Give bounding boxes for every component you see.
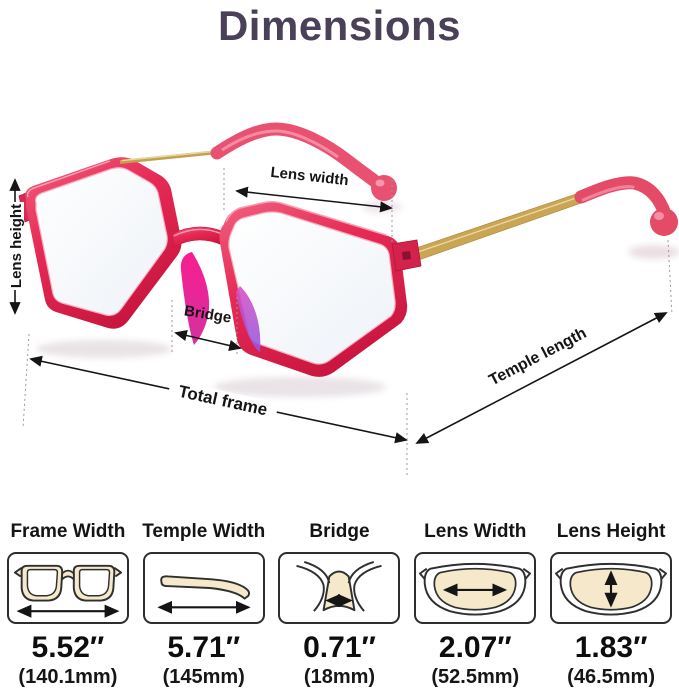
left-lens bbox=[35, 167, 168, 316]
lens-height-label: Lens height bbox=[8, 204, 25, 288]
spec-value-mm: (140.1mm) bbox=[18, 666, 118, 688]
spec-frame-width: Frame Width 5.52″ (140.1mm) bbox=[0, 521, 136, 689]
temple-length-annotation: Temple length bbox=[415, 312, 668, 444]
spec-label: Frame Width bbox=[10, 521, 126, 542]
glasses-dimensions-illustration: Lens height Lens width Bridge Total fram… bbox=[6, 122, 679, 477]
spec-value-inches: 1.83″ bbox=[574, 631, 648, 664]
spec-label: Temple Width bbox=[142, 521, 266, 542]
glasses-front-icon bbox=[13, 564, 122, 618]
spec-card bbox=[550, 552, 673, 624]
lens-height-annotation: Lens height bbox=[6, 178, 25, 315]
bridge-icon bbox=[296, 561, 383, 612]
spec-bridge: Bridge 0.71″ (18mm) bbox=[272, 521, 408, 689]
lens-width-label: Lens width bbox=[270, 164, 350, 189]
shadow bbox=[36, 340, 172, 358]
glasses-image bbox=[18, 122, 679, 397]
spec-card bbox=[278, 552, 401, 624]
spec-card bbox=[414, 552, 537, 624]
right-temple bbox=[412, 176, 678, 262]
spec-label: Lens Height bbox=[556, 521, 666, 542]
temple-tip-ball bbox=[371, 175, 397, 201]
spec-value-inches: 5.71″ bbox=[167, 631, 241, 664]
spec-value-mm: (18mm) bbox=[303, 666, 376, 688]
spec-cards-row: Frame Width 5.52″ (140.1mm) Temple Width bbox=[0, 521, 679, 689]
spec-label: Lens Width bbox=[424, 521, 527, 542]
spec-lens-height: Lens Height 1.83″ (46.5mm) bbox=[543, 521, 679, 689]
spec-value-inches: 5.52″ bbox=[31, 631, 105, 664]
temple-tip-ball bbox=[650, 208, 678, 236]
lens-width-icon bbox=[419, 562, 532, 616]
spec-value-mm: (52.5mm) bbox=[431, 666, 520, 688]
spec-temple-width: Temple Width 5.71″ (145mm) bbox=[136, 521, 272, 689]
spec-value-inches: 0.71″ bbox=[303, 631, 376, 664]
spec-value-inches: 2.07″ bbox=[438, 631, 512, 664]
spec-card bbox=[142, 552, 265, 624]
nose-pad-through-lens bbox=[236, 286, 261, 352]
bridge-annotation: Bridge bbox=[174, 302, 242, 352]
spec-value-mm: (145mm) bbox=[162, 666, 245, 688]
page-title: Dimensions bbox=[217, 2, 462, 49]
spec-card bbox=[6, 552, 129, 624]
lens-height-icon bbox=[555, 562, 668, 616]
spec-value-mm: (46.5mm) bbox=[567, 666, 655, 688]
total-frame-annotation: Total frame bbox=[29, 355, 408, 444]
nose-pad bbox=[180, 252, 210, 345]
spec-label: Bridge bbox=[309, 521, 370, 542]
temple-arm-icon bbox=[157, 575, 251, 614]
shadow bbox=[628, 245, 679, 259]
left-lens-frame bbox=[18, 157, 182, 329]
right-lens-frame bbox=[219, 200, 422, 377]
spec-lens-width: Lens Width 2.07″ (52.5mm) bbox=[407, 521, 543, 689]
